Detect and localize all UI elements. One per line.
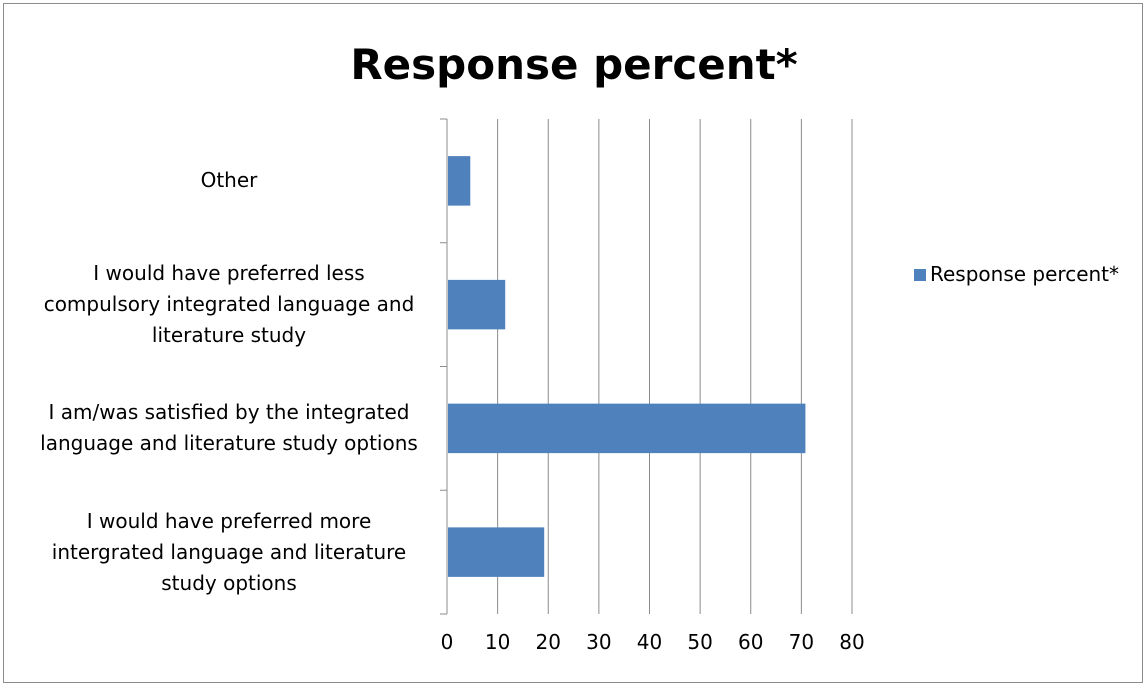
category-label: I am/was satisfied by the integrated lang… xyxy=(19,397,439,459)
legend-label: Response percent* xyxy=(930,262,1119,286)
x-tick-label: 0 xyxy=(441,630,454,654)
bar xyxy=(448,156,471,206)
x-tick-label: 50 xyxy=(687,630,712,654)
category-label-line: I would have preferred less xyxy=(93,261,365,286)
category-label: I would have preferred more intergrated l… xyxy=(19,506,439,599)
x-tick-label: 80 xyxy=(839,630,864,654)
bar xyxy=(448,279,506,330)
category-label-line: I am/was satisfied by the integrated xyxy=(48,400,410,425)
x-tick-label: 60 xyxy=(738,630,763,654)
category-label-line: intergrated language and literature xyxy=(51,539,407,564)
x-tick-label: 20 xyxy=(536,630,561,654)
category-label-line: language and literature study options xyxy=(40,431,418,456)
legend: Response percent* xyxy=(914,262,1119,286)
legend-swatch xyxy=(914,269,926,281)
x-tick-label: 30 xyxy=(586,630,611,654)
axes xyxy=(440,118,448,615)
chart-title: Response percent* xyxy=(350,40,797,89)
category-label-line: literature study xyxy=(151,323,307,348)
bar xyxy=(448,403,806,454)
bars xyxy=(448,156,806,577)
category-label-line: study options xyxy=(161,570,297,595)
bar xyxy=(448,527,545,577)
x-tick-label: 70 xyxy=(789,630,814,654)
x-tick-label: 40 xyxy=(637,630,662,654)
gridlines xyxy=(497,119,853,614)
category-label-line: Other xyxy=(200,168,258,193)
category-label-line: I would have preferred more xyxy=(86,508,372,533)
x-tick-labels: 0 10 20 30 40 50 60 70 80 xyxy=(441,630,865,654)
category-label: Other xyxy=(19,165,439,196)
x-tick-label: 10 xyxy=(485,630,510,654)
category-label-line: compulsory integrated language and xyxy=(43,292,415,317)
chart-frame: Response percent* 0 10 20 30 40 50 60 70 80 Resp… xyxy=(3,3,1143,683)
chart-svg: Response percent* 0 10 20 30 40 50 60 70 80 Resp… xyxy=(350,40,1119,654)
category-label: I would have preferred less compulsory in… xyxy=(19,258,439,351)
